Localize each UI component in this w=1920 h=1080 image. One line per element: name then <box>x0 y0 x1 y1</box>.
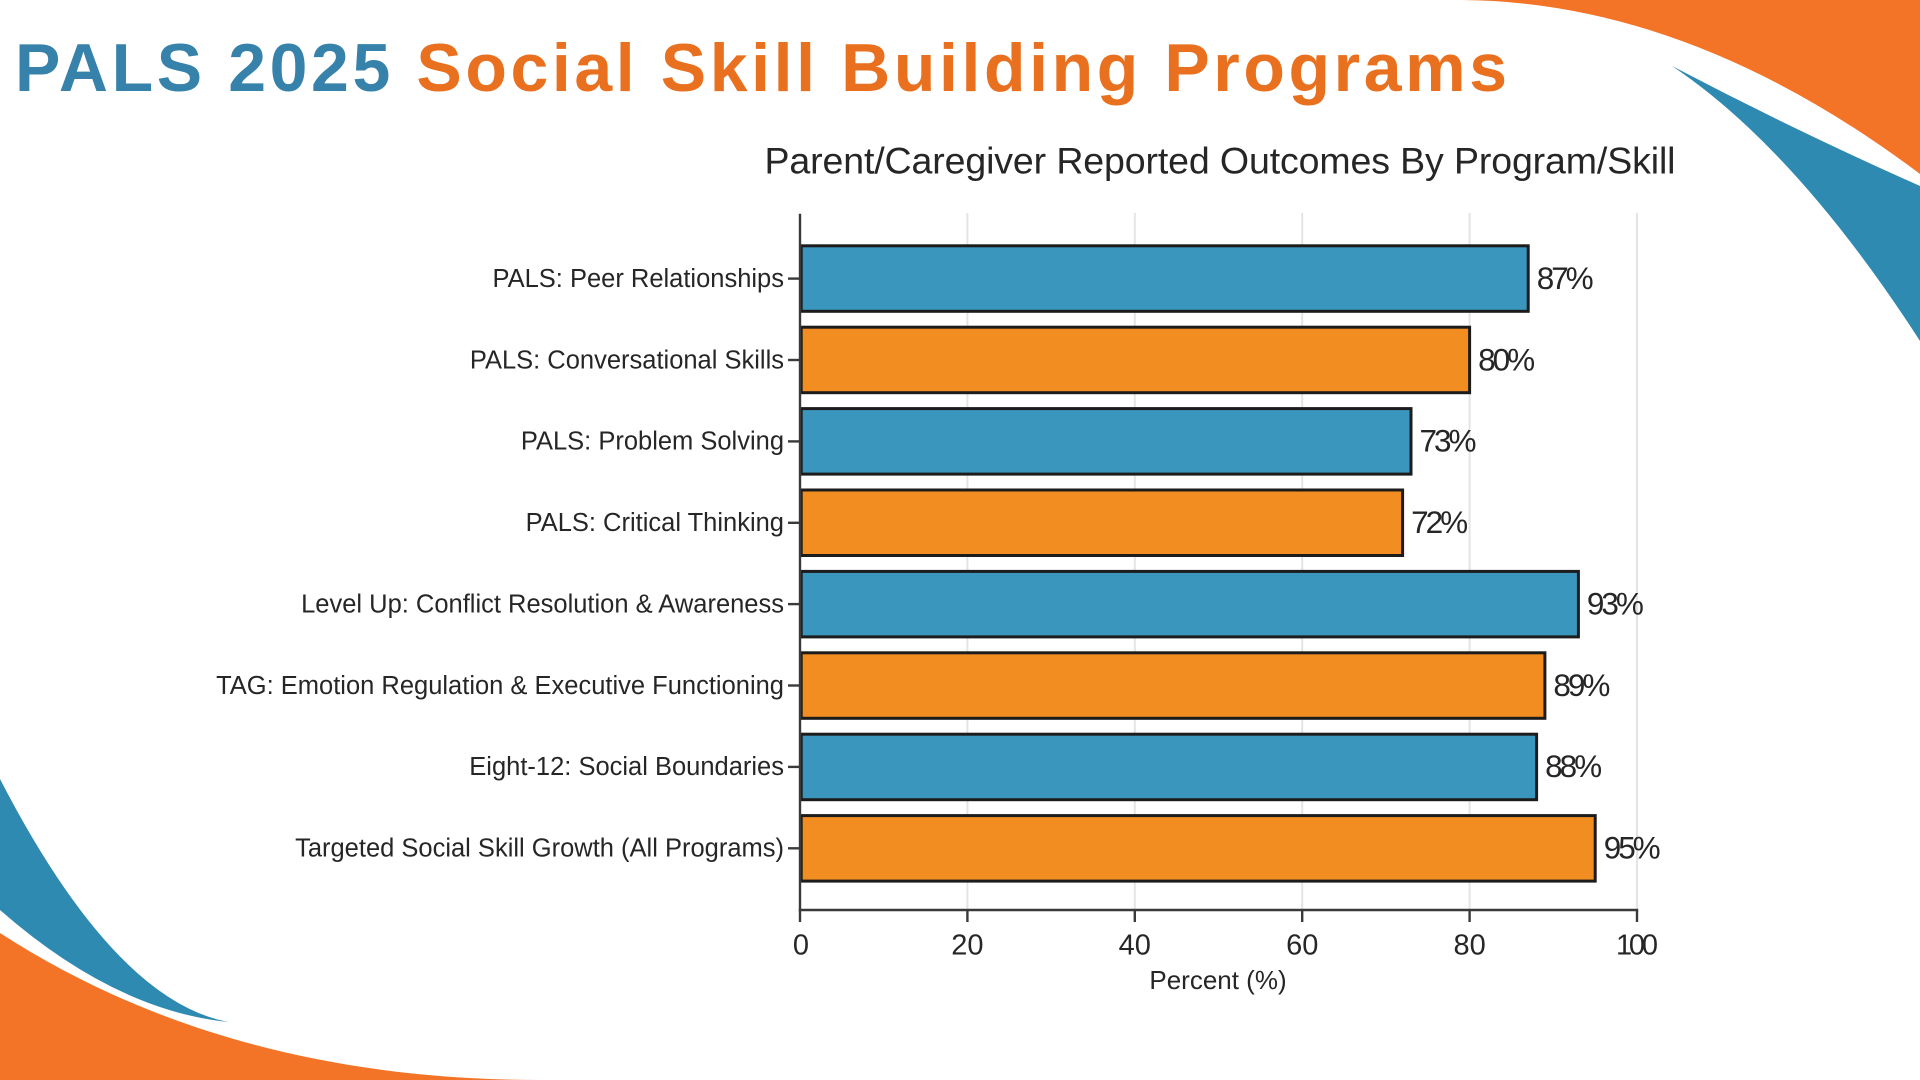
svg-text:PALS: Problem Solving: PALS: Problem Solving <box>521 428 784 456</box>
svg-text:93%: 93% <box>1587 585 1644 621</box>
svg-text:40: 40 <box>1119 930 1151 962</box>
svg-text:PALS 2025 Social Skill Buildin: PALS 2025 Social Skill Building Programs <box>15 30 1511 106</box>
svg-text:100: 100 <box>1616 930 1658 962</box>
svg-text:95%: 95% <box>1604 830 1661 866</box>
svg-text:80%: 80% <box>1478 341 1535 377</box>
svg-text:89%: 89% <box>1553 667 1610 703</box>
svg-text:PALS: Conversational Skills: PALS: Conversational Skills <box>470 346 784 374</box>
svg-text:TAG: Emotion Regulation & Exec: TAG: Emotion Regulation & Executive Func… <box>216 672 784 700</box>
svg-text:60: 60 <box>1286 930 1318 962</box>
svg-text:PALS: Peer Relationships: PALS: Peer Relationships <box>492 265 784 293</box>
svg-text:72%: 72% <box>1411 504 1468 540</box>
svg-text:80: 80 <box>1453 930 1485 962</box>
svg-text:73%: 73% <box>1420 423 1477 459</box>
svg-text:Percent (%): Percent (%) <box>1149 965 1286 995</box>
svg-text:PALS: Critical Thinking: PALS: Critical Thinking <box>526 509 784 537</box>
svg-text:Parent/Caregiver Reported Outc: Parent/Caregiver Reported Outcomes By Pr… <box>765 140 1676 182</box>
svg-text:0: 0 <box>793 930 809 962</box>
svg-text:Targeted Social Skill Growth (: Targeted Social Skill Growth (All Progra… <box>295 835 784 863</box>
svg-text:Eight-12: Social Boundaries: Eight-12: Social Boundaries <box>469 753 784 781</box>
svg-text:88%: 88% <box>1545 748 1602 784</box>
svg-text:20: 20 <box>951 930 983 962</box>
svg-text:87%: 87% <box>1537 260 1594 296</box>
svg-text:Level Up: Conflict Resolution: Level Up: Conflict Resolution & Awarenes… <box>301 590 784 618</box>
